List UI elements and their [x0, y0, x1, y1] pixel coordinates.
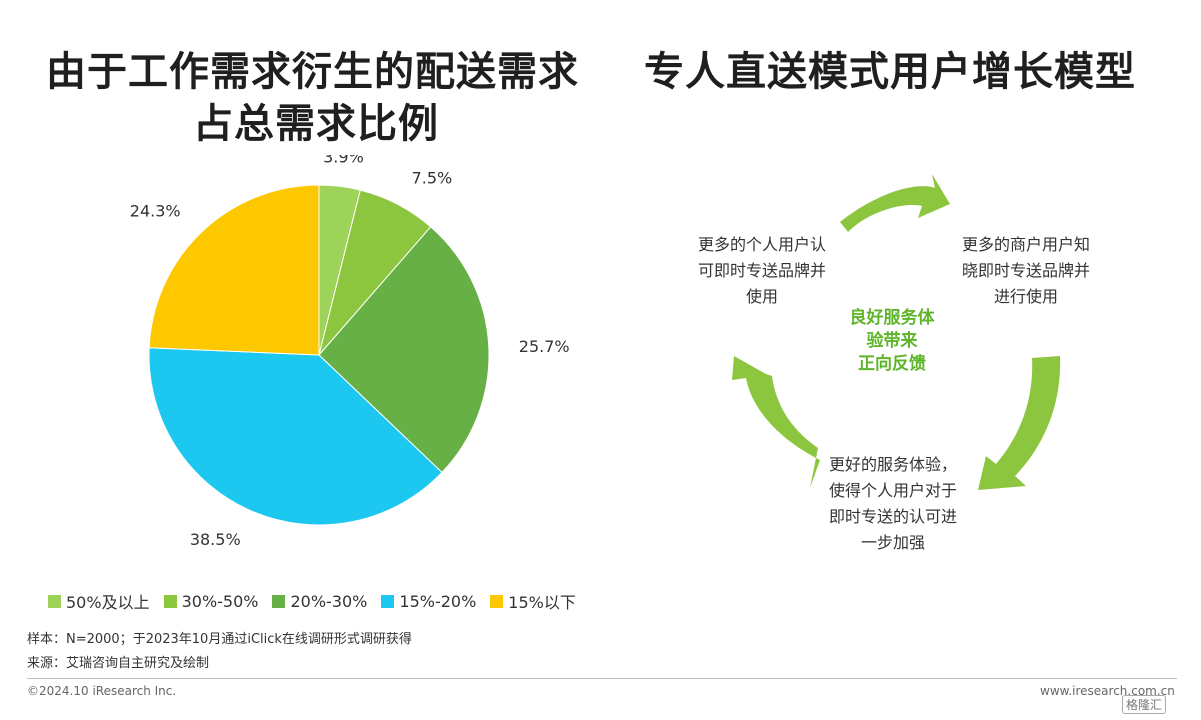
legend-swatch: [490, 594, 504, 608]
legend-label: 50%及以上: [66, 593, 150, 612]
pie-data-label: 7.5%: [412, 169, 453, 188]
website-url: www.iresearch.com.cn: [1040, 684, 1175, 698]
node-line: 更多的商户用户知: [961, 235, 1090, 254]
source-note: 来源：艾瑞咨询自主研究及绘制: [27, 656, 210, 671]
footer-divider: [27, 678, 1177, 679]
node-line: 进行使用: [993, 287, 1058, 306]
pie-data-label: 3.9%: [323, 155, 364, 167]
node-line: 使用: [745, 287, 778, 306]
legend-label: 15%以下: [508, 593, 576, 612]
copyright-text: ©2024.10 iResearch Inc.: [27, 684, 177, 698]
node-line: 晓即时专送品牌并: [961, 261, 1090, 280]
legend-swatch: [163, 594, 177, 608]
center-line: 验带来: [866, 331, 918, 351]
legend-item: 50%及以上: [48, 589, 150, 613]
chart-title-line1: 由于工作需求衍生的配送需求: [46, 49, 579, 95]
pie-slice: [148, 347, 443, 526]
legend-label: 20%-30%: [290, 591, 368, 611]
legend-swatch: [48, 594, 61, 608]
sample-note: 样本：N=2000；于2023年10月通过iClick在线调研形式调研获得: [27, 632, 412, 647]
center-line: 正向反馈: [858, 354, 926, 374]
model-title: 专人直送模式用户增长模型: [644, 49, 1136, 95]
legend: 50%及以上 30%-50% 20%-30% 15%-20% 15%以下: [48, 589, 576, 613]
pie-data-label: 25.7%: [519, 337, 570, 356]
legend-label: 30%-50%: [181, 591, 259, 611]
cycle-diagram: [732, 174, 1061, 490]
legend-item: 15%-20%: [381, 589, 476, 613]
pie-data-label: 24.3%: [130, 202, 181, 221]
legend-item: 30%-50%: [163, 589, 259, 613]
pie-slice: [318, 226, 490, 474]
node-line: 使得个人用户对于: [828, 481, 957, 500]
cycle-arrow-right-icon: [978, 356, 1061, 490]
center-line: 良好服务体: [849, 308, 935, 328]
cycle-node-merchant-users: 更多的商户用户知 晓即时专送品牌并 进行使用: [946, 232, 1106, 310]
cycle-node-service-experience: 更好的服务体验， 使得个人用户对于 即时专送的认可进 一步加强: [808, 452, 978, 556]
node-line: 可即时专送品牌并: [697, 261, 826, 280]
pie-chart: 3.9% 7.5% 25.7% 38.5% 24.3%: [130, 155, 570, 549]
legend-item: 20%-30%: [272, 589, 367, 613]
legend-item: 15%以下: [490, 589, 576, 613]
legend-swatch: [381, 594, 395, 608]
node-line: 更好的服务体验，: [828, 455, 957, 474]
cycle-arrow-top-icon: [840, 174, 950, 232]
pie-slice: [148, 184, 320, 356]
chart-title-line2: 占总需求比例: [193, 101, 439, 147]
node-line: 更多的个人用户认: [697, 235, 826, 254]
cycle-node-personal-users: 更多的个人用户认 可即时专送品牌并 使用: [682, 232, 842, 310]
watermark-badge: 格隆汇: [1122, 695, 1167, 714]
pie-data-label: 38.5%: [190, 530, 241, 549]
node-line: 即时专送的认可进: [828, 507, 957, 526]
cycle-arrow-left-icon: [732, 356, 820, 488]
node-line: 一步加强: [860, 533, 925, 552]
legend-label: 15%-20%: [399, 591, 477, 611]
cycle-center-label: 良好服务体 验带来 正向反馈: [832, 307, 952, 376]
legend-swatch: [272, 594, 286, 608]
